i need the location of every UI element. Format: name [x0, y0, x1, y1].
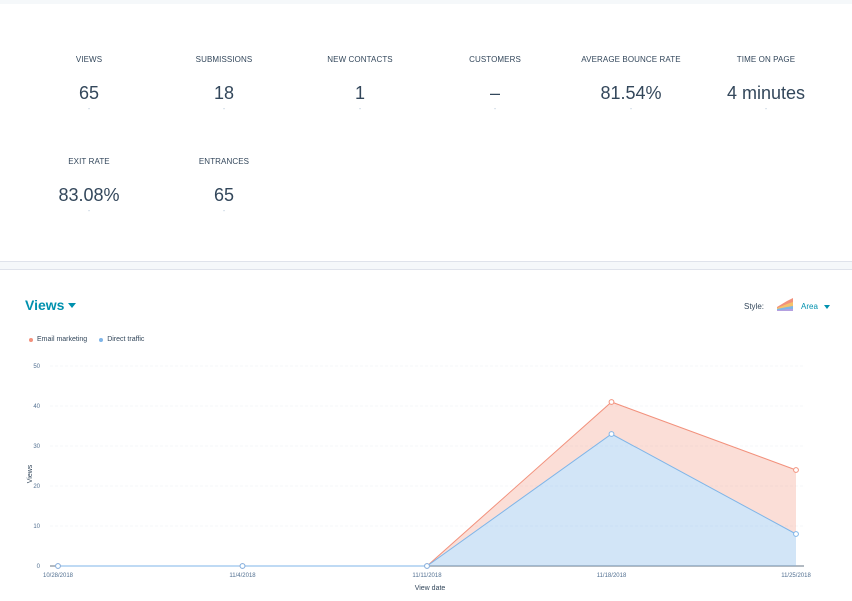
- stat-change: -: [87, 106, 91, 113]
- stat-label: TIME ON PAGE: [736, 55, 796, 64]
- stat-change: -: [629, 106, 633, 113]
- stat-label: VIEWS: [75, 55, 103, 64]
- stat-time-on-page[interactable]: TIME ON PAGE 4 minutes -: [698, 54, 834, 114]
- point-direct-traffic: [793, 531, 799, 537]
- stat-label: NEW CONTACTS: [327, 55, 393, 64]
- legend-dot-icon: [99, 337, 104, 342]
- point-email-marketing: [793, 467, 799, 473]
- y-tick-label: 10: [33, 524, 40, 530]
- stat-change: -: [358, 106, 362, 113]
- stat-change: -: [87, 208, 91, 215]
- y-axis-title: Views: [27, 464, 34, 483]
- chart-panel: Views Style: Area Email marketing Direct…: [0, 269, 852, 601]
- x-axis-title: View date: [415, 585, 446, 592]
- stat-average-bounce-rate[interactable]: AVERAGE BOUNCE RATE 81.54% -: [563, 54, 699, 114]
- stat-label: AVERAGE BOUNCE RATE: [581, 55, 681, 64]
- stat-change: -: [493, 106, 497, 113]
- point-direct-traffic: [239, 563, 246, 569]
- views-area-chart: 0 10 20 30 40 50 10/28/2018 11/4/2018 11/11/2018…: [27, 364, 811, 592]
- stats-panel: VIEWS 65 - SUBMISSIONS 18 - NEW CONTACTS…: [0, 4, 852, 262]
- stat-label: SUBMISSIONS: [195, 55, 253, 64]
- y-tick-label: 50: [33, 364, 40, 370]
- x-tick-label: 10/28/2018: [43, 573, 74, 579]
- legend-label: Email marketing: [37, 336, 88, 343]
- point-direct-traffic: [55, 563, 61, 569]
- stat-entrances[interactable]: ENTRANCES 65 -: [156, 156, 292, 216]
- stat-value: 65: [78, 83, 100, 103]
- stat-value: 83.08%: [58, 185, 120, 205]
- chevron-down-icon[interactable]: [824, 305, 830, 309]
- stat-exit-rate[interactable]: EXIT RATE 83.08% -: [21, 156, 157, 216]
- legend-label: Direct traffic: [107, 336, 145, 343]
- chart-legend: Email marketing Direct traffic: [29, 336, 144, 343]
- stat-value: 65: [213, 185, 235, 205]
- point-email-marketing: [608, 399, 615, 405]
- legend-item-email-marketing[interactable]: Email marketing: [29, 336, 87, 343]
- area-chart-icon[interactable]: [776, 296, 794, 312]
- y-tick-label: 20: [33, 484, 40, 490]
- point-direct-traffic: [608, 431, 615, 437]
- stat-change: -: [222, 106, 226, 113]
- stat-customers[interactable]: CUSTOMERS – -: [427, 54, 563, 114]
- y-tick-label: 0: [37, 564, 41, 570]
- stat-change: -: [764, 106, 768, 113]
- stat-value: 4 minutes: [726, 83, 806, 103]
- stat-label: EXIT RATE: [68, 157, 110, 166]
- x-tick-label: 11/18/2018: [597, 573, 627, 579]
- stat-label: CUSTOMERS: [469, 55, 521, 64]
- stat-value: 81.54%: [600, 83, 662, 103]
- area-direct-traffic: [58, 434, 796, 566]
- style-dropdown[interactable]: Area: [801, 302, 818, 311]
- style-label: Style:: [744, 302, 765, 311]
- stat-new-contacts[interactable]: NEW CONTACTS 1 -: [292, 54, 428, 114]
- stat-value: 18: [213, 83, 235, 103]
- stat-change: -: [222, 208, 226, 215]
- x-tick-label: 11/11/2018: [412, 573, 442, 579]
- stat-label: ENTRANCES: [198, 157, 250, 166]
- x-tick-label: 11/4/2018: [229, 573, 256, 579]
- stat-value: –: [489, 83, 500, 103]
- point-direct-traffic: [424, 563, 430, 569]
- chevron-down-icon[interactable]: [68, 303, 76, 308]
- chart-metric-dropdown[interactable]: Views: [25, 297, 65, 313]
- stat-value: 1: [354, 83, 365, 103]
- stat-submissions[interactable]: SUBMISSIONS 18 -: [156, 54, 292, 114]
- legend-item-direct-traffic[interactable]: Direct traffic: [99, 336, 144, 343]
- stat-views[interactable]: VIEWS 65 -: [21, 54, 157, 114]
- y-tick-label: 40: [33, 404, 40, 410]
- x-tick-label: 11/25/2018: [781, 573, 811, 579]
- y-tick-label: 30: [33, 444, 40, 450]
- legend-dot-icon: [29, 337, 33, 342]
